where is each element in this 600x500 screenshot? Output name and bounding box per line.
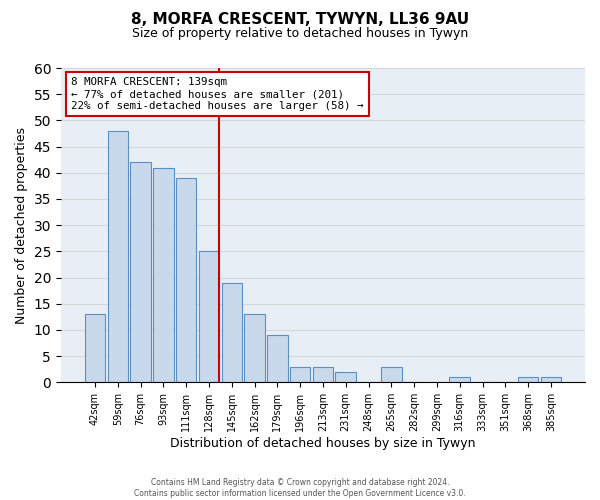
Text: 8, MORFA CRESCENT, TYWYN, LL36 9AU: 8, MORFA CRESCENT, TYWYN, LL36 9AU	[131, 12, 469, 28]
Bar	[130, 162, 151, 382]
Bar	[199, 252, 219, 382]
Bar	[290, 366, 310, 382]
Text: Size of property relative to detached houses in Tywyn: Size of property relative to detached ho…	[132, 28, 468, 40]
X-axis label: Distribution of detached houses by size in Tywyn: Distribution of detached houses by size …	[170, 437, 476, 450]
Text: 8 MORFA CRESCENT: 139sqm
← 77% of detached houses are smaller (201)
22% of semi-: 8 MORFA CRESCENT: 139sqm ← 77% of detach…	[71, 78, 364, 110]
Bar	[335, 372, 356, 382]
Bar	[153, 168, 173, 382]
Bar	[85, 314, 105, 382]
Bar	[449, 377, 470, 382]
Bar	[541, 377, 561, 382]
Bar	[176, 178, 196, 382]
Bar	[244, 314, 265, 382]
Y-axis label: Number of detached properties: Number of detached properties	[15, 126, 28, 324]
Bar	[313, 366, 333, 382]
Bar	[518, 377, 538, 382]
Bar	[107, 131, 128, 382]
Bar	[381, 366, 401, 382]
Bar	[221, 283, 242, 382]
Bar	[267, 335, 287, 382]
Text: Contains HM Land Registry data © Crown copyright and database right 2024.
Contai: Contains HM Land Registry data © Crown c…	[134, 478, 466, 498]
